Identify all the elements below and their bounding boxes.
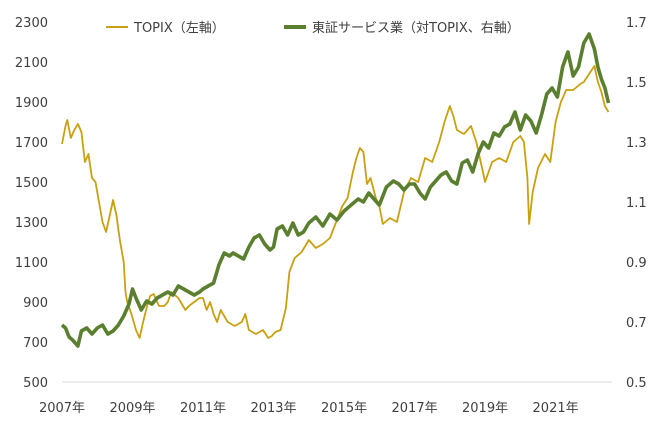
y-right-tick: 0.7 bbox=[626, 316, 647, 331]
y-left-axis: 2300 2100 1900 1700 1500 1300 1100 900 7… bbox=[15, 16, 48, 391]
y-left-tick: 900 bbox=[23, 296, 48, 311]
y-left-tick: 700 bbox=[23, 336, 48, 351]
y-left-tick: 1900 bbox=[15, 96, 48, 111]
x-tick: 2017年 bbox=[392, 401, 438, 416]
y-left-tick: 1700 bbox=[15, 136, 48, 151]
x-tick: 2009年 bbox=[109, 401, 155, 416]
y-left-tick: 1300 bbox=[15, 216, 48, 231]
x-tick: 2015年 bbox=[321, 401, 367, 416]
y-left-tick: 1100 bbox=[15, 256, 48, 271]
y-left-tick: 1500 bbox=[15, 176, 48, 191]
topix-series-line bbox=[61, 65, 610, 339]
x-tick: 2019年 bbox=[462, 401, 508, 416]
service-relative-series-line bbox=[60, 32, 611, 348]
legend-topix-label: TOPIX（左軸） bbox=[133, 21, 225, 36]
x-axis-ticks: 2007年 2009年 2011年 2013年 2015年 2017年 2019… bbox=[39, 401, 579, 416]
y-right-tick: 1.7 bbox=[626, 16, 647, 31]
legend-service-label: 東証サービス業（対TOPIX、右軸） bbox=[312, 20, 520, 36]
y-right-tick: 1.1 bbox=[626, 196, 647, 211]
y-right-tick: 0.5 bbox=[626, 376, 647, 391]
y-left-tick: 2100 bbox=[15, 56, 48, 71]
y-left-tick: 500 bbox=[23, 376, 48, 391]
y-left-tick: 2300 bbox=[15, 16, 48, 31]
y-right-tick: 0.9 bbox=[626, 256, 647, 271]
legend: TOPIX（左軸） 東証サービス業（対TOPIX、右軸） bbox=[106, 20, 520, 36]
y-right-tick: 1.5 bbox=[626, 76, 647, 91]
x-tick: 2021年 bbox=[533, 401, 579, 416]
x-tick: 2013年 bbox=[250, 401, 296, 416]
x-tick: 2007年 bbox=[39, 401, 85, 416]
y-right-tick: 1.3 bbox=[626, 136, 647, 151]
y-right-axis: 1.7 1.5 1.3 1.1 0.9 0.7 0.5 bbox=[626, 16, 647, 391]
x-tick: 2011年 bbox=[180, 401, 226, 416]
